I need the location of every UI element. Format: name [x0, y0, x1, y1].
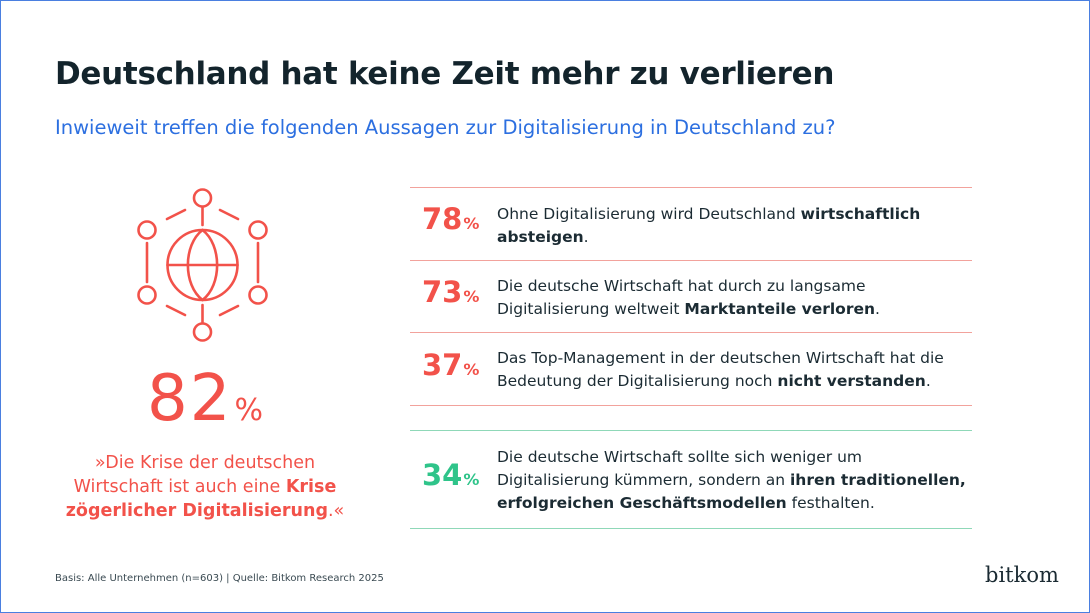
statement-value: 37 [422, 348, 463, 382]
statement-text: Die deutsche Wirtschaft sollte sich weni… [497, 446, 967, 515]
statement-unit: % [463, 470, 480, 489]
row-top-divider [410, 260, 972, 261]
statement-text-bold: wirtschaftlich absteigen [497, 205, 921, 246]
highlight-quote: »Die Krise der deutschen Wirtschaft ist … [55, 451, 355, 523]
quote-end: .« [327, 501, 345, 521]
page-title: Deutschland hat keine Zeit mehr zu verli… [55, 56, 835, 92]
statement-unit: % [463, 287, 480, 306]
statement-value: 78 [422, 202, 463, 236]
highlight-value: 82 [147, 362, 233, 436]
statement-text-part: Ohne Digitalisierung wird Deutschland [497, 205, 801, 223]
source-footnote: Basis: Alle Unternehmen (n=603) | Quelle… [55, 573, 384, 584]
row-top-divider [410, 187, 972, 188]
row-bottom-divider [410, 528, 972, 529]
statement-text-part: Das Top-Management in der deutschen Wirt… [497, 349, 944, 390]
highlight-unit: % [234, 393, 263, 428]
statement-text-part: Die deutsche Wirtschaft sollte sich weni… [497, 448, 863, 489]
statement-percentage: 78% [422, 202, 479, 236]
statement-percentage: 73% [422, 275, 479, 309]
statement-unit: % [463, 360, 480, 379]
row-bottom-divider [410, 405, 972, 406]
statement-text-end: . [875, 300, 880, 318]
statement-text-bold: ihren traditionellen, erfolgreichen Gesc… [497, 471, 966, 512]
statement-text: Die deutsche Wirtschaft hat durch zu lan… [497, 275, 967, 321]
statement-text-end: . [583, 228, 589, 246]
statement-text-bold: Marktanteile verloren [684, 300, 876, 318]
statement-unit: % [463, 214, 480, 233]
quote-text: »Die Krise der deutschen Wirtschaft ist … [73, 453, 316, 497]
statement-text: Das Top-Management in der deutschen Wirt… [497, 347, 967, 393]
bitkom-logo: bitkom [985, 563, 1059, 587]
statement-text-bold: nicht verstanden [777, 372, 926, 390]
statement-value: 73 [422, 275, 463, 309]
row-top-divider [410, 332, 972, 333]
highlight-percentage: 82% [110, 362, 300, 436]
page-subtitle: Inwieweit treffen die folgenden Aussagen… [55, 116, 836, 139]
quote-bold-text: Krise zögerlicher Digitalisierung [65, 477, 337, 521]
statement-text: Ohne Digitalisierung wird Deutschland wi… [497, 203, 967, 249]
statement-value: 34 [422, 458, 463, 492]
statement-text-part: Die deutsche Wirtschaft hat durch zu lan… [497, 277, 866, 318]
row-top-divider [410, 430, 972, 431]
statement-percentage: 34% [422, 458, 479, 492]
statement-text-end: festhalten. [786, 494, 875, 512]
statement-text-end: . [925, 372, 931, 390]
statement-percentage: 37% [422, 348, 479, 382]
network-globe-icon [137, 188, 268, 342]
